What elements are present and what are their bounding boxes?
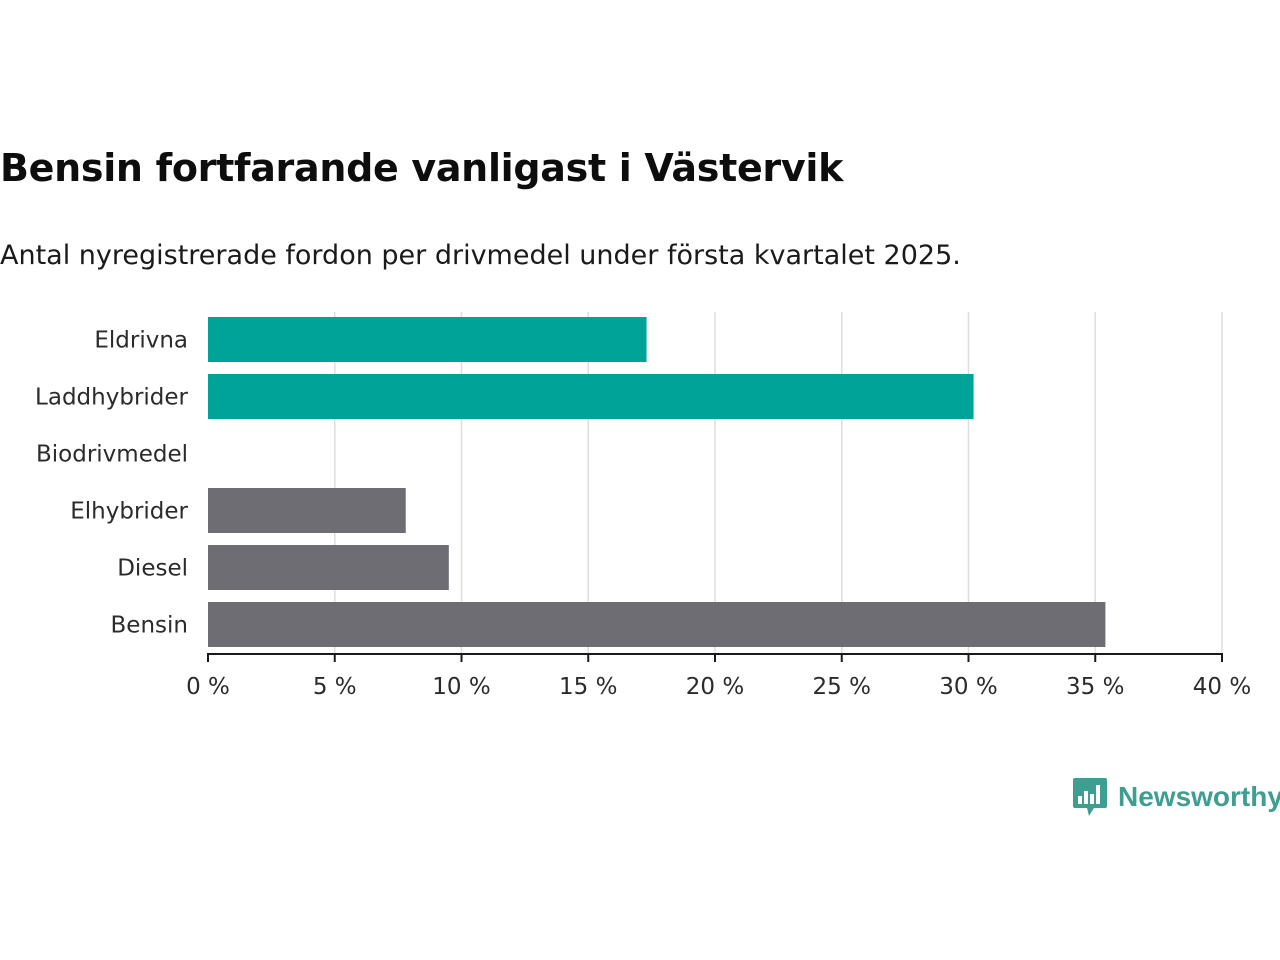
bar-chart-bubble-icon	[1073, 778, 1107, 816]
category-label-elhybrider: Elhybrider	[70, 499, 188, 525]
bar-eldrivna	[208, 317, 647, 362]
x-tick-label-35: 35 %	[1066, 674, 1124, 700]
bar-bensin	[208, 602, 1106, 647]
logo-text: Newsworthy	[1118, 781, 1280, 812]
chart-subtitle: Antal nyregistrerade fordon per drivmede…	[0, 240, 961, 271]
bar-chart: Eldrivna Laddhybrider Biodrivmedel Elhybrid…	[35, 312, 1251, 700]
x-tick-label-10: 10 %	[432, 674, 490, 700]
x-tick-label-20: 20 %	[686, 674, 744, 700]
x-tick-label-0: 0 %	[186, 674, 230, 700]
category-label-biodrivmedel: Biodrivmedel	[36, 442, 188, 468]
category-label-diesel: Diesel	[117, 556, 188, 582]
bar-elhybrider	[208, 488, 406, 533]
category-label-bensin: Bensin	[111, 613, 188, 639]
x-tick-label-5: 5 %	[313, 674, 357, 700]
category-label-laddhybrider: Laddhybrider	[35, 385, 188, 411]
chart-title: Bensin fortfarande vanligast i Västervik	[0, 146, 844, 190]
x-tick-label-30: 30 %	[939, 674, 997, 700]
x-tick-label-15: 15 %	[559, 674, 617, 700]
bar-laddhybrider	[208, 374, 974, 419]
bar-diesel	[208, 545, 449, 590]
x-tick-label-25: 25 %	[813, 674, 871, 700]
x-tick-label-40: 40 %	[1193, 674, 1251, 700]
newsworthy-logo: Newsworthy	[1072, 776, 1280, 818]
category-label-eldrivna: Eldrivna	[94, 328, 188, 354]
